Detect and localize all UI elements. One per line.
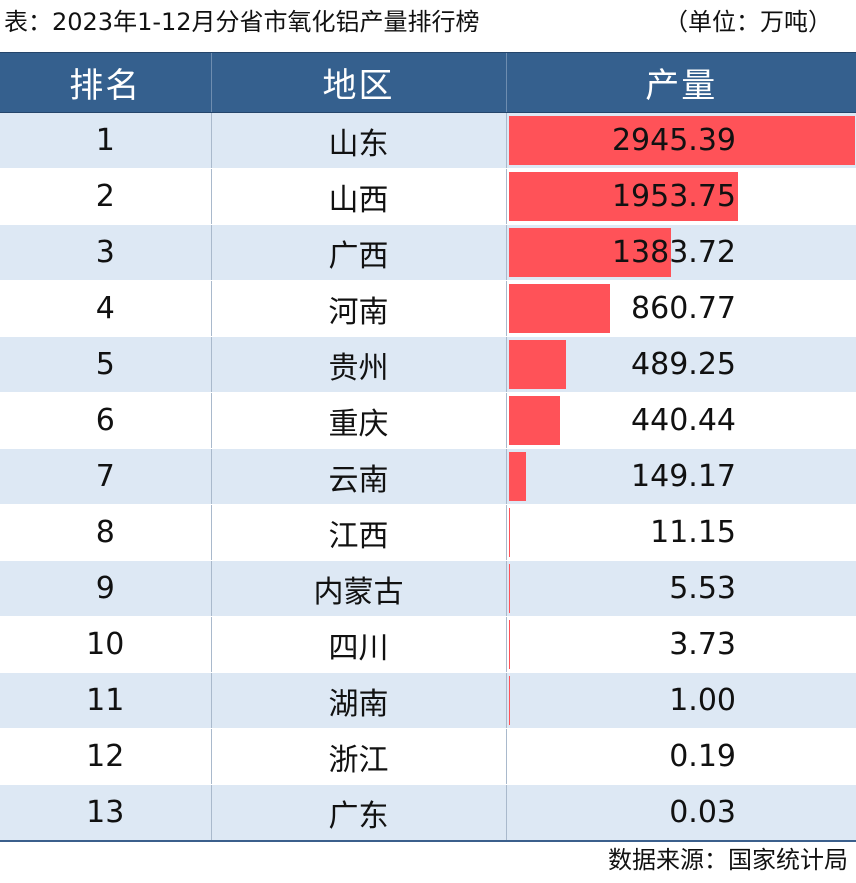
table-row: 6 重庆 440.44 <box>0 392 856 449</box>
ranking-table: 排名 地区 产量 1 山东 2945.39 2 山西 1953.75 3 广西 1383.72 4… <box>0 52 856 842</box>
output-value: 860.77 <box>631 291 736 326</box>
output-value: 0.19 <box>669 739 736 774</box>
rank-cell: 6 <box>0 392 211 449</box>
output-cell: 1383.72 <box>505 224 856 281</box>
region-cell: 河南 <box>210 280 506 337</box>
region-cell: 山东 <box>210 112 506 169</box>
header-region: 地区 <box>210 52 506 113</box>
output-bar <box>508 508 510 557</box>
region-cell: 浙江 <box>210 728 506 785</box>
output-cell: 149.17 <box>505 448 856 505</box>
header-row: 排名 地区 产量 <box>0 52 856 113</box>
output-value: 0.03 <box>669 795 736 830</box>
region-cell: 四川 <box>210 616 506 673</box>
source-note: 数据来源：国家统计局 <box>608 846 848 874</box>
table-row: 9 内蒙古 5.53 <box>0 560 856 617</box>
output-cell: 3.73 <box>505 616 856 673</box>
rank-cell: 11 <box>0 672 211 729</box>
rank-cell: 3 <box>0 224 211 281</box>
output-cell: 11.15 <box>505 504 856 561</box>
output-value: 149.17 <box>631 459 736 494</box>
rank-cell: 5 <box>0 336 211 393</box>
output-value: 1953.75 <box>611 179 736 214</box>
rank-cell: 4 <box>0 280 211 337</box>
table-row: 8 江西 11.15 <box>0 504 856 561</box>
region-cell: 山西 <box>210 168 506 225</box>
output-value: 5.53 <box>669 571 736 606</box>
table-row: 7 云南 149.17 <box>0 448 856 505</box>
output-value: 2945.39 <box>611 123 736 158</box>
output-cell: 860.77 <box>505 280 856 337</box>
output-cell: 1953.75 <box>505 168 856 225</box>
output-bar <box>508 228 672 277</box>
table-row: 2 山西 1953.75 <box>0 168 856 225</box>
region-cell: 内蒙古 <box>210 560 506 617</box>
rank-cell: 13 <box>0 784 211 842</box>
output-cell: 1.00 <box>505 672 856 729</box>
output-bar <box>508 116 855 165</box>
output-cell: 2945.39 <box>505 112 856 169</box>
rank-cell: 10 <box>0 616 211 673</box>
output-cell: 489.25 <box>505 336 856 393</box>
output-value: 440.44 <box>631 403 736 438</box>
header-rank: 排名 <box>0 52 211 113</box>
output-bar <box>508 340 566 389</box>
output-bar <box>508 396 561 445</box>
region-cell: 江西 <box>210 504 506 561</box>
output-value: 489.25 <box>631 347 736 382</box>
output-value: 1383.72 <box>611 235 736 270</box>
output-cell: 440.44 <box>505 392 856 449</box>
table-row: 13 广东 0.03 <box>0 784 856 842</box>
region-cell: 湖南 <box>210 672 506 729</box>
output-cell: 0.03 <box>505 784 856 842</box>
region-cell: 广东 <box>210 784 506 842</box>
output-value: 3.73 <box>669 627 736 662</box>
rank-cell: 7 <box>0 448 211 505</box>
rank-cell: 9 <box>0 560 211 617</box>
output-value: 11.15 <box>650 515 736 550</box>
table-row: 5 贵州 489.25 <box>0 336 856 393</box>
table-body: 1 山东 2945.39 2 山西 1953.75 3 广西 1383.72 4 河南 860.77 5… <box>0 112 856 842</box>
header-output: 产量 <box>505 52 856 113</box>
rank-cell: 8 <box>0 504 211 561</box>
region-cell: 云南 <box>210 448 506 505</box>
unit-label: （单位：万吨） <box>664 8 832 36</box>
rank-cell: 12 <box>0 728 211 785</box>
table-row: 4 河南 860.77 <box>0 280 856 337</box>
title-row: 表：2023年1-12月分省市氧化铝产量排行榜 （单位：万吨） <box>0 0 856 52</box>
rank-cell: 1 <box>0 112 211 169</box>
table-row: 11 湖南 1.00 <box>0 672 856 729</box>
output-bar <box>508 172 738 221</box>
region-cell: 贵州 <box>210 336 506 393</box>
table-row: 3 广西 1383.72 <box>0 224 856 281</box>
region-cell: 广西 <box>210 224 506 281</box>
output-value: 1.00 <box>669 683 736 718</box>
rank-cell: 2 <box>0 168 211 225</box>
output-bar <box>508 564 510 613</box>
output-cell: 5.53 <box>505 560 856 617</box>
output-bar <box>508 452 527 501</box>
table-row: 10 四川 3.73 <box>0 616 856 673</box>
table-title: 表：2023年1-12月分省市氧化铝产量排行榜 <box>4 8 480 36</box>
output-bar <box>508 284 610 333</box>
region-cell: 重庆 <box>210 392 506 449</box>
output-cell: 0.19 <box>505 728 856 785</box>
table-row: 12 浙江 0.19 <box>0 728 856 785</box>
table-row: 1 山东 2945.39 <box>0 112 856 169</box>
